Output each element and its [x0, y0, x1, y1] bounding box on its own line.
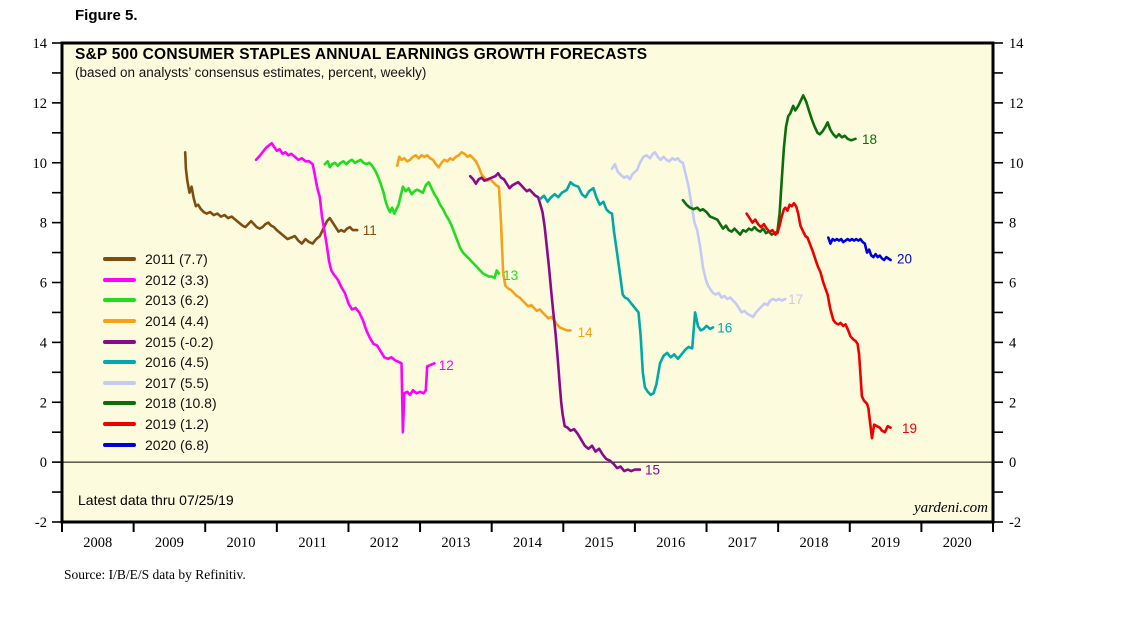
legend-swatch-2020 [103, 442, 136, 447]
x-axis-tick-label: 2015 [585, 535, 614, 551]
legend-item-2016: 2016 (4.5) [103, 352, 217, 373]
series-line-2012 [254, 142, 436, 434]
series-line-2014 [395, 151, 572, 332]
x-axis-tick-label: 2019 [871, 535, 900, 551]
legend-item-2014: 2014 (4.4) [103, 311, 217, 332]
legend-label-2014: 2014 (4.4) [145, 313, 209, 330]
legend-swatch-2011 [103, 257, 136, 262]
series-line-2017 [610, 151, 787, 319]
y-axis-tick-label-right: 12 [1009, 96, 1024, 112]
series-end-label-2013: 13 [503, 268, 518, 283]
series-end-label-2014: 14 [578, 325, 594, 340]
legend-item-2019: 2019 (1.2) [103, 414, 217, 435]
y-axis-tick-label-left: 4 [40, 335, 48, 351]
y-axis-tick-label-right: -2 [1009, 515, 1021, 531]
x-axis-tick-label: 2020 [943, 535, 972, 551]
legend-label-2013: 2013 (6.2) [145, 292, 209, 309]
y-axis-tick-label-left: 2 [40, 395, 47, 411]
legend-label-2017: 2017 (5.5) [145, 374, 209, 391]
legend-swatch-2019 [103, 422, 136, 427]
legend-item-2017: 2017 (5.5) [103, 373, 217, 394]
x-axis-tick-label: 2017 [728, 535, 757, 551]
source-note: Source: I/B/E/S data by Refinitiv. [64, 567, 246, 582]
y-axis-tick-label-left: 10 [33, 156, 48, 172]
series-end-label-2017: 17 [788, 292, 803, 307]
legend-swatch-2017 [103, 380, 136, 385]
legend-item-2018: 2018 (10.8) [103, 393, 217, 414]
chart-legend: 2011 (7.7) 2012 (3.3) 2013 (6.2) 2014 (4.4)… [103, 249, 217, 455]
legend-swatch-2015 [103, 339, 136, 344]
y-axis-tick-label-right: 8 [1009, 216, 1016, 232]
y-axis-tick-label-left: 8 [40, 216, 47, 232]
chart-title: S&P 500 CONSUMER STAPLES ANNUAL EARNINGS… [75, 46, 648, 63]
legend-label-2018: 2018 (10.8) [145, 395, 217, 412]
legend-swatch-2012 [103, 277, 136, 282]
legend-item-2012: 2012 (3.3) [103, 270, 217, 291]
series-end-label-2015: 15 [645, 463, 660, 478]
x-axis-tick-label: 2010 [227, 535, 256, 551]
legend-item-2020: 2020 (6.8) [103, 434, 217, 455]
legend-swatch-2013 [103, 298, 136, 303]
legend-label-2016: 2016 (4.5) [145, 354, 209, 371]
x-axis-tick-label: 2018 [799, 535, 828, 551]
series-line-2016 [539, 180, 715, 397]
series-line-2013 [323, 158, 501, 280]
y-axis-tick-label-left: 12 [33, 96, 48, 112]
y-axis-tick-label-left: 0 [40, 455, 47, 471]
y-axis-tick-label-left: 6 [40, 276, 47, 292]
y-axis-tick-label-left: 14 [33, 36, 48, 52]
legend-swatch-2018 [103, 401, 136, 406]
legend-swatch-2016 [103, 360, 136, 365]
series-line-2019 [745, 201, 892, 440]
series-line-2015 [468, 171, 642, 473]
series-end-label-2018: 18 [862, 132, 877, 147]
legend-swatch-2014 [103, 319, 136, 324]
latest-data-note: Latest data thru 07/25/19 [78, 492, 234, 508]
x-axis-tick-label: 2009 [155, 535, 184, 551]
watermark-yardeni: yardeni.com [913, 500, 988, 516]
series-end-label-2011: 11 [363, 223, 377, 238]
series-end-label-2012: 12 [439, 358, 454, 373]
x-axis-tick-label: 2016 [656, 535, 685, 551]
series-end-label-2019: 19 [902, 421, 917, 436]
y-axis-tick-label-right: 14 [1009, 36, 1024, 52]
y-axis-tick-label-right: 6 [1009, 276, 1016, 292]
y-axis-tick-label-right: 2 [1009, 395, 1016, 411]
legend-item-2013: 2013 (6.2) [103, 290, 217, 311]
x-axis-tick-label: 2014 [513, 535, 543, 551]
y-axis-tick-label-right: 0 [1009, 455, 1016, 471]
chart-subtitle: (based on analysts’ consensus estimates,… [75, 65, 427, 80]
series-line-2011 [183, 151, 359, 245]
y-axis-tick-label-right: 10 [1009, 156, 1024, 172]
plot-background [62, 43, 993, 522]
legend-label-2020: 2020 (6.8) [145, 436, 209, 453]
legend-item-2011: 2011 (7.7) [103, 249, 217, 270]
figure-label: Figure 5. [75, 7, 138, 24]
series-line-2020 [826, 236, 892, 262]
x-axis-tick-label: 2008 [83, 535, 112, 551]
y-axis-tick-label-right: 4 [1009, 335, 1017, 351]
x-axis-tick-label: 2012 [370, 535, 399, 551]
y-axis-tick-label-left: -2 [35, 515, 47, 531]
legend-label-2019: 2019 (1.2) [145, 416, 209, 433]
series-end-label-2020: 20 [897, 252, 912, 267]
legend-label-2015: 2015 (-0.2) [145, 333, 214, 350]
series-end-label-2016: 16 [717, 320, 732, 335]
x-axis-tick-label: 2011 [298, 535, 326, 551]
legend-item-2015: 2015 (-0.2) [103, 331, 217, 352]
legend-label-2012: 2012 (3.3) [145, 271, 209, 288]
x-axis-tick-label: 2013 [441, 535, 470, 551]
legend-label-2011: 2011 (7.7) [145, 251, 208, 268]
